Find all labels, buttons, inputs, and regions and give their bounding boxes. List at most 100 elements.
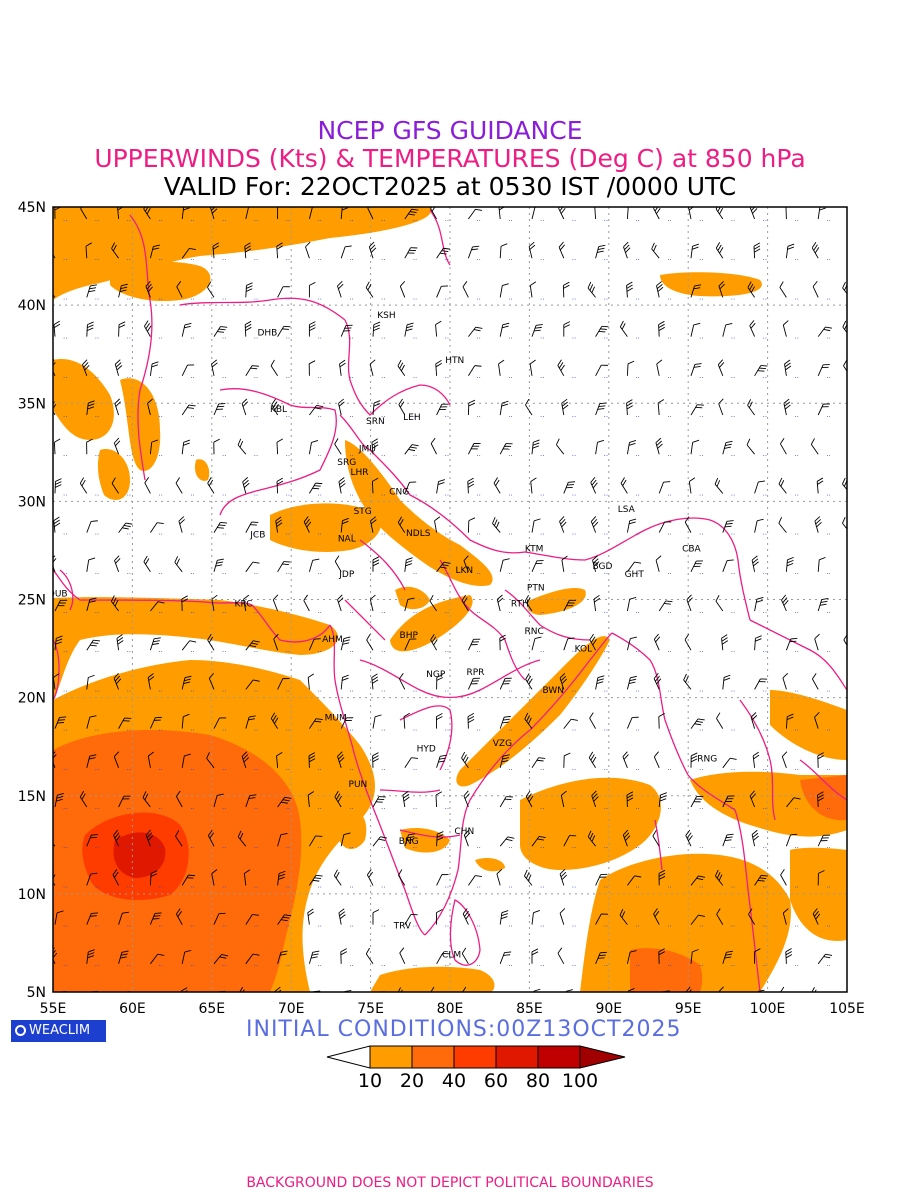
wind-barb — [181, 322, 192, 337]
wind-barb — [212, 242, 220, 259]
wind-barb — [463, 790, 470, 808]
wind-barb — [404, 757, 419, 769]
temperature-glyph: ·· — [317, 923, 321, 931]
temperature-glyph: ·· — [63, 531, 67, 539]
wind-barb — [595, 873, 608, 886]
station-label: BNG — [399, 837, 419, 847]
temperature-glyph: ·· — [858, 295, 862, 303]
temperature-glyph: ·· — [763, 923, 767, 931]
temperature-glyph: ·· — [572, 805, 576, 813]
wind-barb — [685, 986, 692, 992]
temperature-glyph: ·· — [699, 648, 703, 656]
wind-barb — [333, 869, 342, 886]
wind-barb — [619, 908, 628, 925]
wind-barb — [559, 672, 568, 690]
wind-barb — [690, 949, 699, 964]
temperature-glyph: ·· — [95, 727, 99, 735]
temperature-glyph: ·· — [794, 844, 798, 852]
wind-barb — [658, 481, 671, 494]
temperature-glyph: ·· — [63, 491, 67, 499]
wind-barb — [499, 754, 510, 768]
wind-barb — [778, 516, 787, 533]
wind-barb — [817, 597, 829, 612]
wind-barb — [785, 833, 798, 847]
temperature-glyph: ·· — [508, 844, 512, 852]
wind-barb — [686, 594, 693, 612]
wind-barb — [595, 402, 607, 416]
wind-barb — [749, 207, 758, 220]
temperature-glyph: ·· — [222, 531, 226, 539]
wind-barb — [340, 207, 349, 220]
temperature-glyph: ·· — [540, 335, 544, 343]
temperature-glyph: ·· — [699, 335, 703, 343]
wind-barb — [241, 751, 250, 768]
temperature-glyph: ·· — [381, 727, 385, 735]
wind-barb — [340, 245, 352, 259]
temperature-glyph: ·· — [540, 609, 544, 617]
wind-barb — [850, 834, 863, 850]
wind-barb — [462, 281, 469, 298]
temperature-glyph: ·· — [763, 217, 767, 225]
wind-barb — [781, 751, 788, 768]
wind-barb — [499, 910, 509, 925]
temperature-glyph: ·· — [317, 648, 321, 656]
temperature-glyph: ·· — [476, 531, 480, 539]
temperature-glyph: ·· — [254, 217, 258, 225]
wind-barb — [334, 555, 342, 573]
temperature-glyph: ·· — [635, 766, 639, 774]
temperature-glyph: ·· — [254, 452, 258, 460]
temperature-glyph: ·· — [826, 844, 830, 852]
wind-barb — [525, 673, 533, 690]
temperature-glyph: ·· — [699, 609, 703, 617]
temperature-glyph: ·· — [604, 648, 608, 656]
temperature-glyph: ·· — [699, 727, 703, 735]
wind-barb — [722, 559, 734, 572]
temperature-glyph: ·· — [222, 413, 226, 421]
wind-barb — [751, 555, 759, 572]
wind-barb — [144, 320, 152, 337]
temperature-glyph: ·· — [858, 531, 862, 539]
temperature-glyph: ·· — [794, 609, 798, 617]
temperature-glyph: ·· — [190, 374, 194, 382]
wind-barb — [436, 561, 451, 573]
wind-barb — [651, 242, 660, 259]
wind-barb — [780, 437, 787, 455]
wind-barb — [211, 594, 218, 612]
temperature-glyph: ·· — [540, 766, 544, 774]
temperature-glyph: ·· — [445, 962, 449, 970]
temperature-glyph: ·· — [190, 452, 194, 460]
wind-barb — [435, 713, 443, 729]
temperature-glyph: ·· — [413, 374, 417, 382]
temperature-glyph: ·· — [731, 687, 735, 695]
temperature-glyph: ·· — [476, 609, 480, 617]
temperature-glyph: ·· — [445, 844, 449, 852]
station-label: DHB — [257, 329, 277, 339]
wind-barb — [371, 477, 379, 494]
wind-barb — [563, 835, 577, 847]
temperature-glyph: ·· — [476, 452, 480, 460]
wind-barb — [143, 555, 151, 573]
temperature-glyph: ·· — [254, 531, 258, 539]
temperature-glyph: ·· — [317, 570, 321, 578]
temperature-glyph: ·· — [413, 805, 417, 813]
temperature-glyph: ·· — [222, 374, 226, 382]
wind-barb — [811, 241, 820, 259]
temperature-glyph: ·· — [572, 727, 576, 735]
temperature-glyph: ·· — [190, 687, 194, 695]
wind-barb — [270, 359, 278, 377]
temperature-glyph: ·· — [731, 452, 735, 460]
temperature-glyph: ·· — [731, 648, 735, 656]
temperature-glyph: ·· — [95, 609, 99, 617]
temperature-glyph: ·· — [381, 256, 385, 264]
temperature-glyph: ·· — [127, 687, 131, 695]
temperature-glyph: ·· — [667, 923, 671, 931]
wind-barb — [658, 600, 673, 612]
temperature-glyph: ·· — [254, 335, 258, 343]
temperature-glyph: ·· — [222, 687, 226, 695]
wind-barb — [397, 516, 406, 533]
temperature-glyph: ·· — [763, 883, 767, 891]
wind-barb — [749, 320, 756, 337]
wind-barb — [245, 715, 256, 729]
temperature-glyph: ·· — [190, 256, 194, 264]
wind-barb — [277, 796, 292, 808]
